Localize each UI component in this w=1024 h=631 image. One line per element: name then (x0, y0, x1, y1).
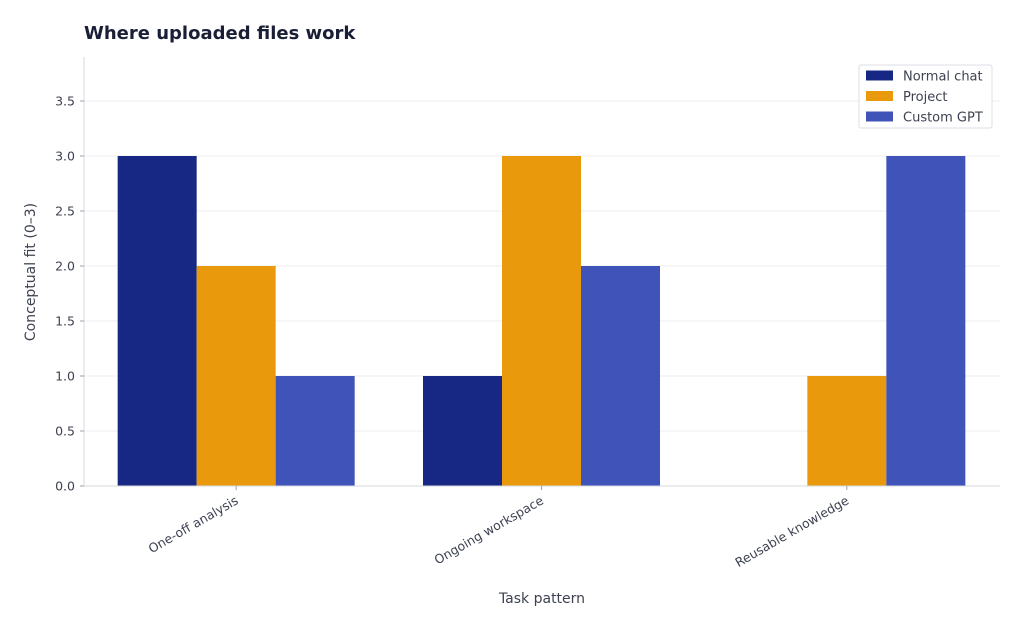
bars (117, 156, 966, 486)
bar (886, 156, 966, 486)
y-ticks: 0.0 0.5 1.0 1.5 2.0 2.5 3.0 3.5 (55, 94, 84, 494)
bar (807, 376, 887, 486)
bar (275, 376, 355, 486)
legend-swatch (866, 91, 893, 101)
bar (581, 266, 660, 486)
y-axis-label: Conceptual fit (0–3) (23, 203, 39, 341)
bar (423, 376, 502, 486)
legend-swatch (866, 111, 893, 122)
chart-title: Where uploaded files work (84, 23, 356, 44)
legend-label: Normal chat (903, 70, 983, 85)
y-tick-label: 0.5 (55, 424, 75, 439)
legend-swatch (866, 70, 893, 81)
y-tick-label: 1.5 (55, 314, 75, 329)
y-tick-label: 2.0 (55, 259, 75, 274)
x-tick-label: Ongoing workspace (431, 492, 546, 567)
x-ticks: One-off analysis Ongoing workspace Reusabl… (146, 486, 852, 570)
y-tick-label: 2.5 (55, 204, 75, 219)
bar (502, 156, 581, 486)
x-tick-label: One-off analysis (146, 493, 241, 557)
bar (117, 156, 197, 486)
y-tick-label: 0.0 (55, 479, 75, 494)
y-tick-label: 1.0 (55, 369, 75, 384)
legend-label: Custom GPT (903, 111, 983, 126)
legend: Normal chat Project Custom GPT (858, 64, 993, 129)
bar (196, 266, 276, 486)
legend-label: Project (903, 90, 947, 105)
y-tick-label: 3.5 (55, 94, 75, 109)
x-axis-label: Task pattern (498, 591, 585, 607)
x-tick-label: Reusable knowledge (732, 492, 851, 570)
y-tick-label: 3.0 (55, 149, 75, 164)
